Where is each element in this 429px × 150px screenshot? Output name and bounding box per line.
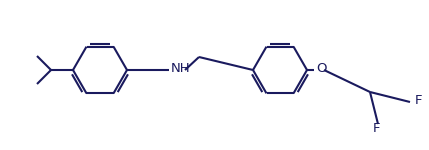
Text: F: F bbox=[373, 122, 381, 135]
Text: NH: NH bbox=[171, 63, 190, 75]
Text: F: F bbox=[415, 94, 423, 108]
Text: O: O bbox=[316, 63, 326, 75]
